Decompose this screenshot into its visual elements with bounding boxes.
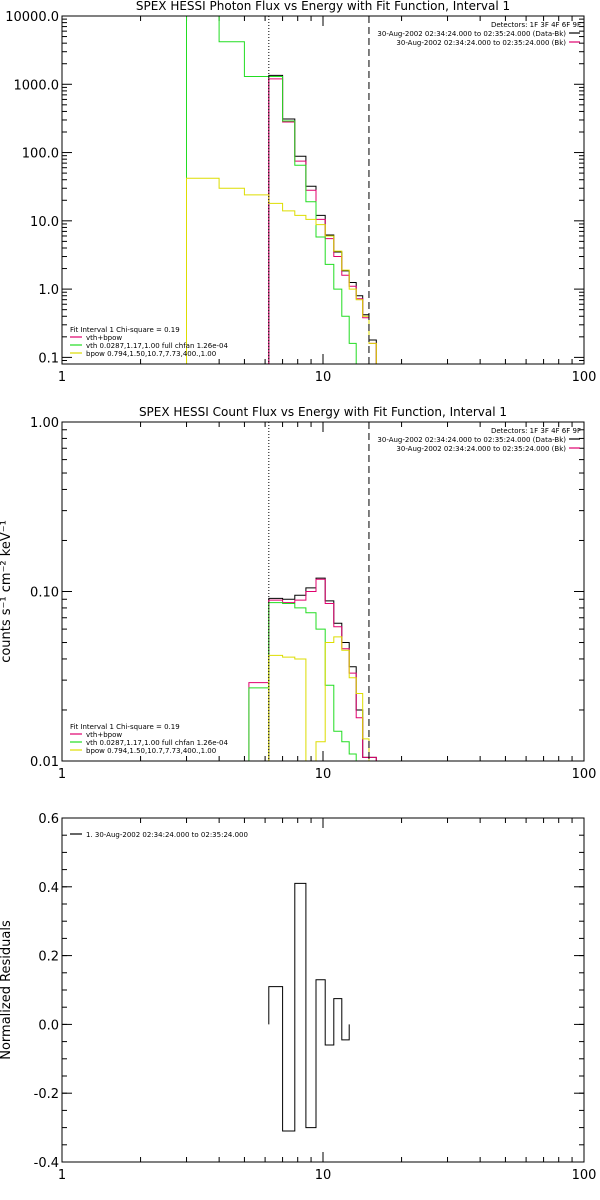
panel-count: SPEX HESSI Count Flux vs Energy with Fit… xyxy=(0,405,596,782)
y-tick-label: 0.1 xyxy=(38,351,59,366)
x-tick-label: 100 xyxy=(572,370,597,385)
legend-entry: 30-Aug-2002 02:34:24.000 to 02:35:24.000… xyxy=(396,445,566,453)
x-tick-label: 100 xyxy=(572,1168,597,1183)
legend-entry: Detectors: 1F 3F 4F 6F 9F xyxy=(491,21,581,29)
y-tick-label: 0.2 xyxy=(38,950,59,965)
y-axis-label: counts s⁻¹ cm⁻² keV⁻¹ xyxy=(0,520,14,663)
x-axis: 1 10 100 xyxy=(58,422,597,782)
chart-title: SPEX HESSI Count Flux vs Energy with Fit… xyxy=(139,405,507,419)
series-group xyxy=(268,882,350,1132)
y-tick-label: 100.0 xyxy=(22,147,59,162)
series-group xyxy=(248,577,377,761)
legend-entry: 30-Aug-2002 02:34:24.000 to 02:35:24.000… xyxy=(396,39,566,47)
y-tick-label: 10.0 xyxy=(30,215,59,230)
legend-entry: 30-Aug-2002 02:34:24.000 to 02:35:24.000… xyxy=(377,436,566,444)
y-tick-label: -0.4 xyxy=(34,1156,59,1171)
legend-entry: vth 0.0287,1.17,1.00 full chfan 1.26e-04 xyxy=(86,342,228,350)
panel-residuals: 1 10 100 -0.4 -0.2 0.0 0.2 0.4 0.6 Normalized Res… xyxy=(0,812,596,1183)
x-tick-label: 10 xyxy=(315,767,332,782)
x-tick-label: 100 xyxy=(572,767,597,782)
y-axis: 0.01 0.10 1.00 xyxy=(30,416,584,770)
legend-entry: bpow 0.794,1.50,10.7,7.73,400.,1.00 xyxy=(86,350,216,358)
x-tick-label: 1 xyxy=(58,767,66,782)
panel-photon: SPEX HESSI Photon Flux vs Energy with Fi… xyxy=(5,0,596,385)
legend-entry: 30-Aug-2002 02:34:24.000 to 02:35:24.000… xyxy=(377,30,566,38)
x-tick-label: 1 xyxy=(58,370,66,385)
series-3-line xyxy=(268,636,377,761)
y-tick-label: 0.4 xyxy=(38,881,59,896)
x-tick-label: 10 xyxy=(315,370,332,385)
legend-entry: vth+bpow xyxy=(86,731,122,739)
series-1-line xyxy=(268,78,377,364)
x-tick-label: 10 xyxy=(315,1168,332,1183)
series-3-line xyxy=(186,177,384,364)
legend-bottom-left: Fit Interval 1 Chi-square = 0.19vth+bpow… xyxy=(70,326,228,358)
legend-entry: Detectors: 1F 3F 4F 6F 9F xyxy=(491,427,581,435)
legend-entry: Fit Interval 1 Chi-square = 0.19 xyxy=(70,326,180,334)
x-tick-label: 1 xyxy=(58,1168,66,1183)
legend-entry: bpow 0.794,1.50,10.7,7.73,400.,1.00 xyxy=(86,747,216,755)
legend-entry: Fit Interval 1 Chi-square = 0.19 xyxy=(70,723,180,731)
plot-frame xyxy=(61,15,585,365)
y-tick-label: 1.0 xyxy=(38,283,59,298)
y-tick-label: -0.2 xyxy=(34,1087,59,1102)
legend-entry: 1. 30-Aug-2002 02:34:24.000 to 02:35:24.… xyxy=(86,831,248,839)
series-1-line xyxy=(248,578,377,761)
y-tick-label: 0.6 xyxy=(38,812,59,827)
series-group xyxy=(186,16,384,364)
legend-entry: vth 0.0287,1.17,1.00 full chfan 1.26e-04 xyxy=(86,739,228,747)
series-0-line xyxy=(268,577,377,761)
y-axis: -0.4 -0.2 0.0 0.2 0.4 0.6 xyxy=(34,812,584,1171)
legend-entry: vth+bpow xyxy=(86,334,122,342)
legend-bottom-left: Fit Interval 1 Chi-square = 0.19vth+bpow… xyxy=(70,723,228,755)
plot-frame xyxy=(61,421,585,762)
y-tick-label: 1.00 xyxy=(30,416,59,431)
chart-title: SPEX HESSI Photon Flux vs Energy with Fi… xyxy=(136,0,510,13)
plot-frame xyxy=(61,817,585,1163)
x-axis: 1 10 100 xyxy=(58,818,597,1183)
y-tick-label: 10000.0 xyxy=(5,10,59,25)
y-axis: 0.1 1.0 10.0 100.0 1000.0 10000.0 xyxy=(5,10,584,366)
y-tick-label: 0.01 xyxy=(30,755,59,770)
y-axis-label: Normalized Residuals xyxy=(0,920,14,1060)
series-0-line xyxy=(268,882,350,1132)
legend-top-left: 1. 30-Aug-2002 02:34:24.000 to 02:35:24.… xyxy=(70,831,248,839)
y-tick-label: 0.10 xyxy=(30,586,59,601)
y-tick-label: 1000.0 xyxy=(14,78,60,93)
series-2-line xyxy=(186,16,364,364)
y-tick-label: 0.0 xyxy=(38,1018,59,1033)
series-0-line xyxy=(268,74,377,364)
